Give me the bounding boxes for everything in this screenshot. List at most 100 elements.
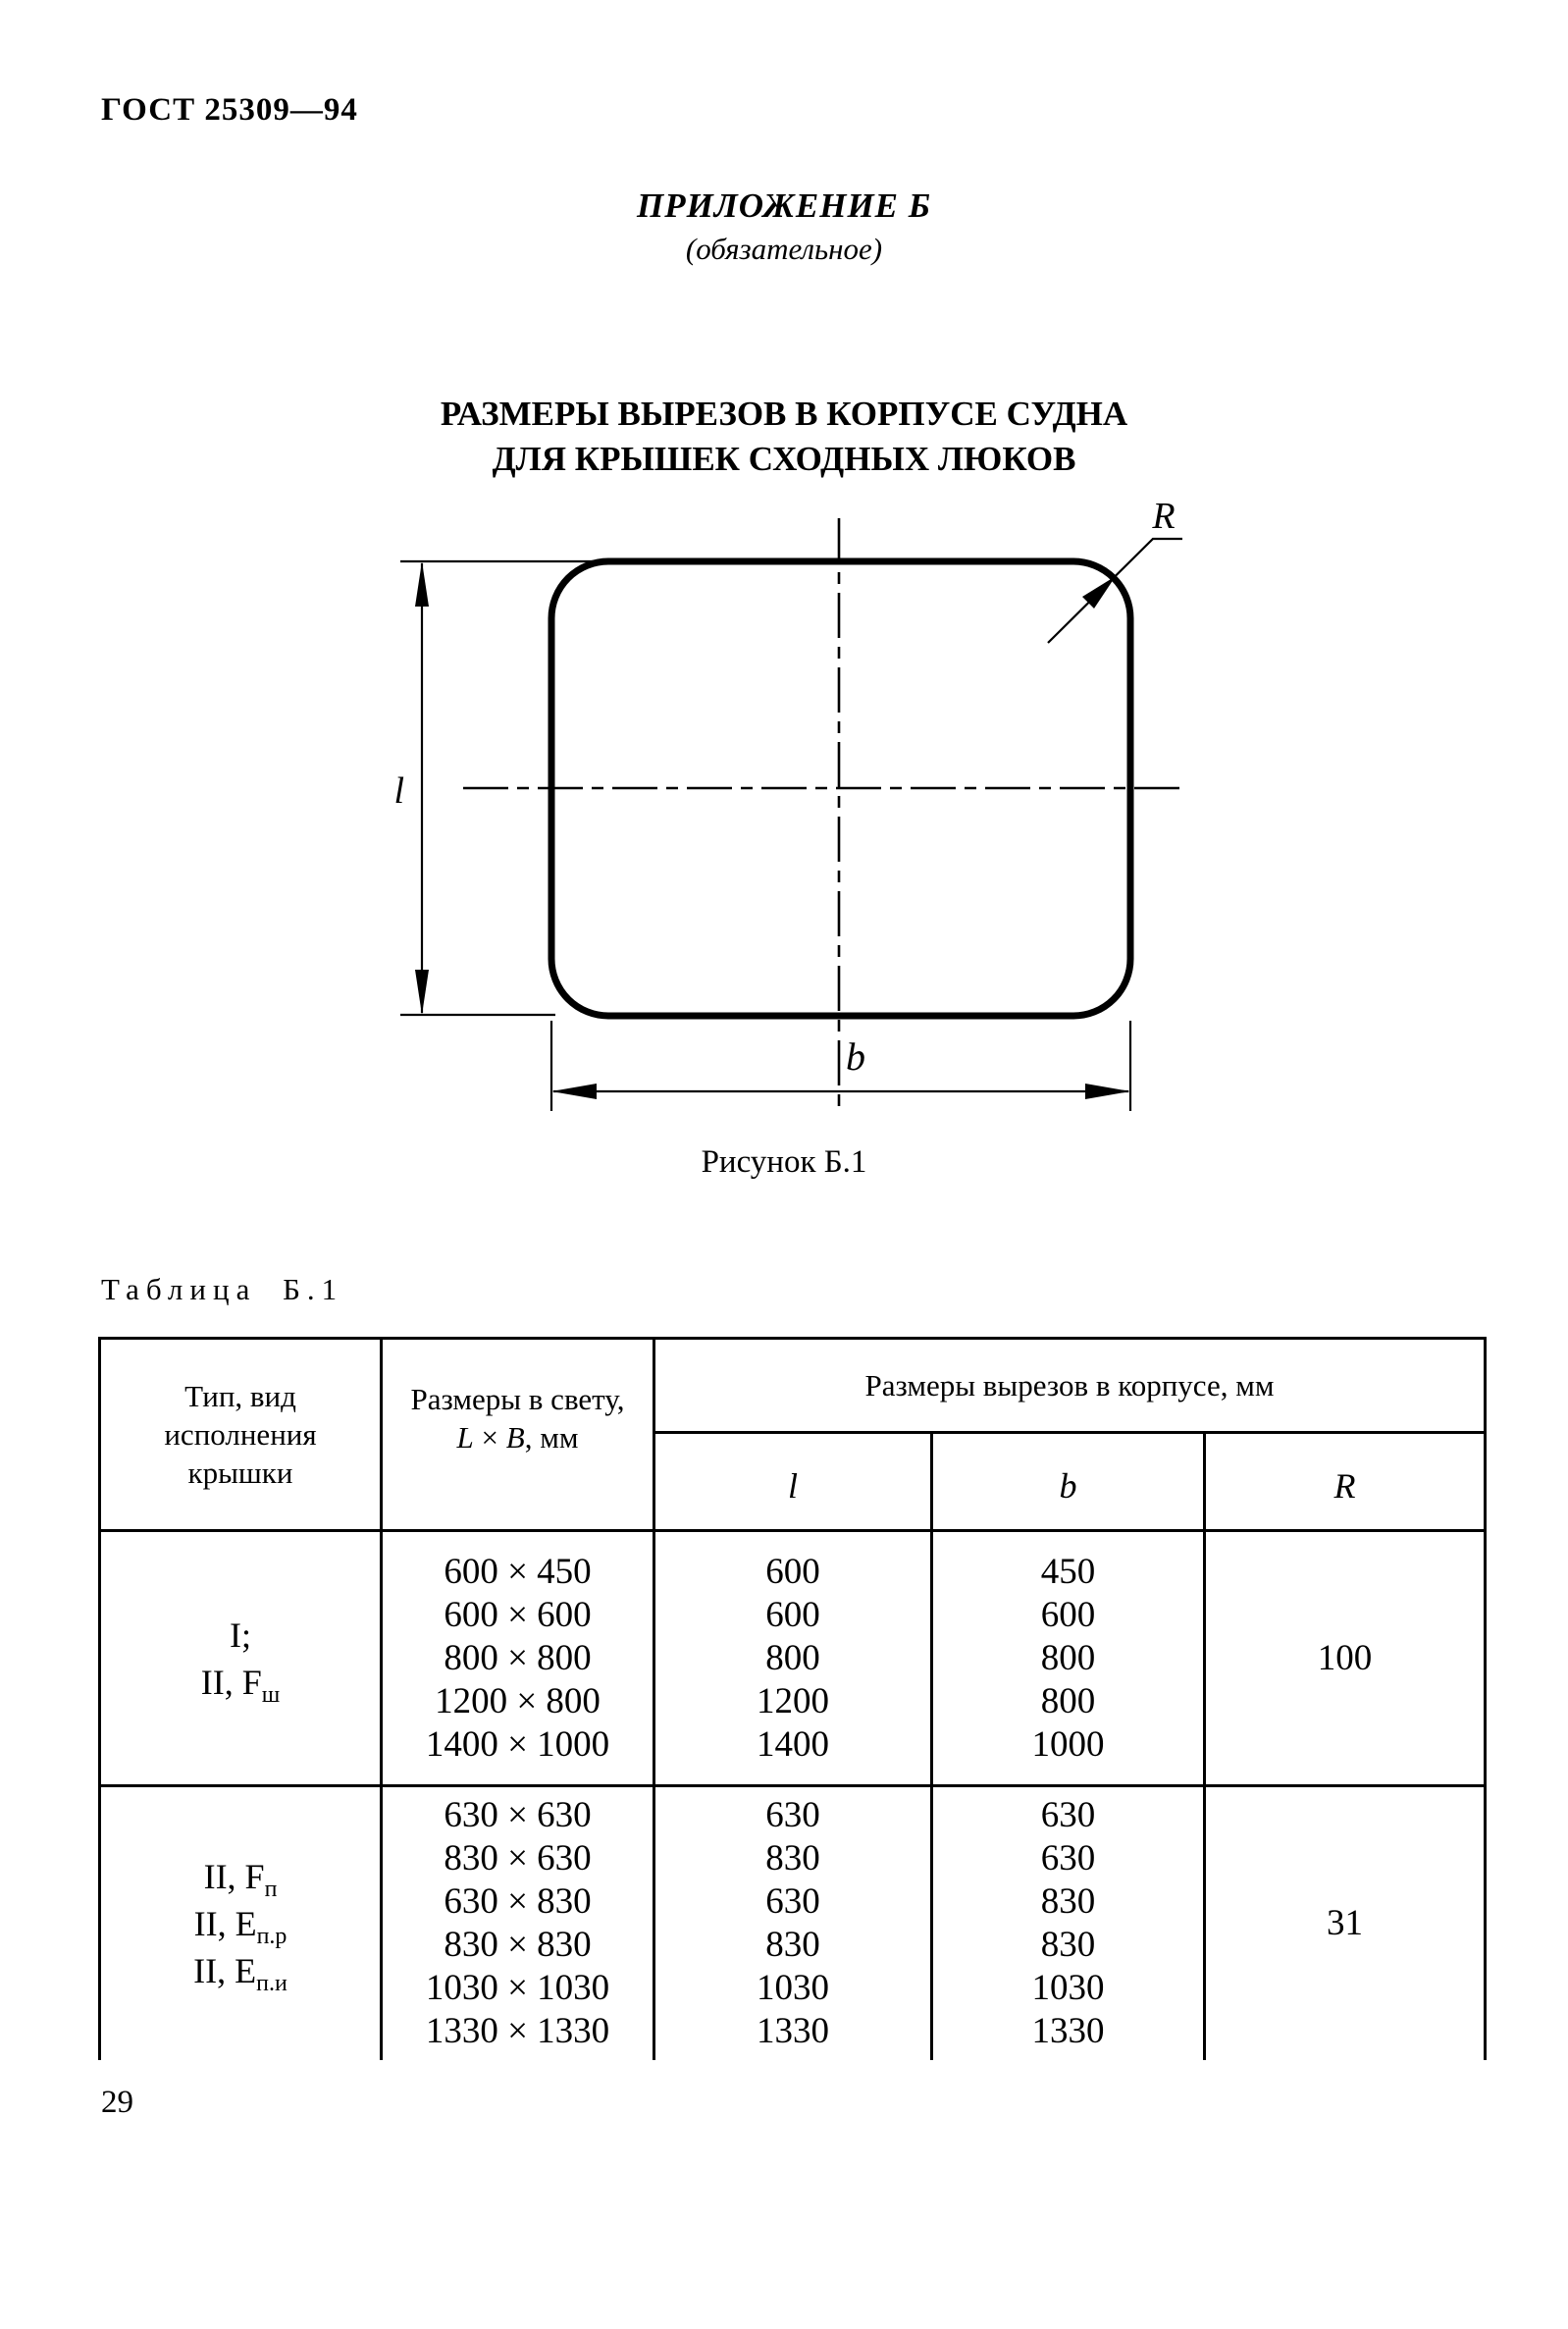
table-subheader-row: l b R: [655, 1434, 1484, 1529]
radius-leader-arrow: [1082, 576, 1116, 609]
table-section-row: II, Fп II, Еп.р II, Еп.и 630 × 630 830 × 630…: [101, 1787, 1484, 2060]
header-type-line: крышки: [187, 1456, 293, 1490]
type-line: II, Fш: [200, 1659, 281, 1708]
type-subscript: п.и: [256, 1971, 287, 1997]
size-value: 1330 × 1330: [425, 2011, 610, 2051]
height-dimension-arrow-down: [415, 970, 429, 1015]
radius-leader-line: [1047, 537, 1182, 644]
header-size-units: , мм: [524, 1419, 579, 1455]
width-dimension-arrow-right: [1085, 1084, 1130, 1099]
type-main: II, Е: [193, 1951, 257, 1990]
b-value: 630: [1040, 1795, 1096, 1835]
l-value: 1200: [757, 1680, 829, 1721]
type-main: II, F: [203, 1857, 265, 1896]
document-number: ГОСТ 25309—94: [101, 92, 358, 128]
size-value: 800 × 800: [444, 1637, 592, 1678]
l-value: 600: [765, 1551, 820, 1592]
appendix-subtitle: (обязательное): [685, 232, 883, 266]
size-value: 600 × 450: [444, 1551, 592, 1592]
subheader-cell-r: R: [1333, 1465, 1356, 1506]
size-value: 630 × 830: [444, 1881, 592, 1922]
header-size-line2: L × B, мм: [457, 1418, 579, 1456]
table-label: Таблица Б.1: [101, 1272, 344, 1306]
l-value: 1400: [757, 1723, 829, 1765]
r-cell: 31: [1206, 1787, 1484, 2060]
type-subscript: ш: [261, 1681, 281, 1708]
size-value: 1030 × 1030: [425, 1968, 610, 2008]
l-value: 830: [765, 1925, 820, 1965]
type-main: I;: [230, 1614, 251, 1655]
table-b1: Тип, вид исполнения крышки Размеры в све…: [98, 1337, 1487, 2060]
table-body: I; II, Fш 600 × 450 600 × 600 800 × 800 1200 …: [101, 1532, 1484, 2060]
header-cell-type: Тип, вид исполнения крышки: [101, 1340, 383, 1529]
header-size-B: B: [505, 1419, 525, 1455]
header-size-L: L: [456, 1419, 474, 1455]
table-section-row: I; II, Fш 600 × 450 600 × 600 800 × 800 1200 …: [101, 1532, 1484, 1787]
l-value: 1330: [757, 2011, 829, 2051]
b-value: 600: [1040, 1594, 1096, 1635]
size-value: 830 × 630: [444, 1838, 592, 1879]
type-subscript: п: [264, 1877, 278, 1903]
width-dimension-arrow-left: [551, 1084, 597, 1099]
size-value: 1200 × 800: [435, 1680, 601, 1721]
header-cell-clear-size: Размеры в свету, L × B, мм: [383, 1340, 655, 1529]
b-cell: 630 630 830 830 1030 1330: [933, 1787, 1206, 2060]
sizes-cell: 600 × 450 600 × 600 800 × 800 1200 × 800 140…: [383, 1532, 655, 1784]
height-dimension-arrow-up: [415, 561, 429, 607]
subheader-cell-b: b: [933, 1434, 1206, 1529]
size-value: 630 × 630: [444, 1795, 592, 1835]
type-line: II, Еп.р: [193, 1900, 287, 1950]
l-value: 600: [765, 1594, 820, 1635]
header-type-line: исполнения: [164, 1417, 317, 1452]
l-value: 830: [765, 1838, 820, 1879]
b-value: 1030: [1031, 1968, 1105, 2008]
b-value: 800: [1040, 1680, 1096, 1721]
b-cell: 450 600 800 800 1000: [933, 1532, 1206, 1784]
radius-label: R: [1151, 496, 1175, 537]
l-cell: 600 600 800 1200 1400: [655, 1532, 933, 1784]
type-main: II, Е: [193, 1904, 257, 1943]
l-value: 630: [765, 1795, 820, 1835]
sizes-cell: 630 × 630 830 × 630 630 × 830 830 × 830 1030…: [383, 1787, 655, 2060]
size-value: 830 × 830: [444, 1925, 592, 1965]
type-subscript: п.р: [256, 1924, 287, 1950]
b-value: 1000: [1031, 1723, 1105, 1765]
r-value: 31: [1327, 1903, 1363, 1943]
type-cell: I; II, Fш: [101, 1532, 383, 1784]
type-main: II, F: [200, 1662, 262, 1702]
header-size-times: ×: [481, 1419, 499, 1455]
b-value: 800: [1040, 1637, 1096, 1678]
l-value: 630: [765, 1881, 820, 1922]
width-dimension-label: b: [846, 1034, 865, 1079]
figure-b1-drawing: l b R: [393, 496, 1187, 1111]
header-size-line1: Размеры в свету,: [410, 1381, 625, 1416]
appendix-title: ПРИЛОЖЕНИЕ Б: [636, 186, 932, 225]
height-dimension-label: l: [393, 770, 404, 812]
subheader-cell-l: l: [655, 1434, 933, 1529]
table-header-row: Тип, вид исполнения крышки Размеры в све…: [101, 1340, 1484, 1532]
header-type-line: Тип, вид: [184, 1379, 296, 1413]
type-line: II, Fп: [203, 1853, 278, 1903]
l-cell: 630 830 630 830 1030 1330: [655, 1787, 933, 2060]
b-value: 1330: [1031, 2011, 1105, 2051]
type-line: II, Еп.и: [193, 1947, 287, 1997]
b-value: 830: [1040, 1881, 1096, 1922]
l-value: 1030: [757, 1968, 829, 2008]
l-value: 800: [765, 1637, 820, 1678]
page-number: 29: [101, 2085, 133, 2120]
section-heading-line1: РАЗМЕРЫ ВЫРЕЗОВ В КОРПУСЕ СУДНА: [440, 395, 1128, 433]
b-value: 830: [1040, 1925, 1096, 1965]
size-value: 600 × 600: [444, 1594, 592, 1635]
b-value: 450: [1040, 1551, 1096, 1592]
figure-caption: Рисунок Б.1: [701, 1144, 867, 1180]
size-value: 1400 × 1000: [425, 1723, 610, 1765]
header-cell-cutout-sizes: Размеры вырезов в корпусе, мм: [655, 1340, 1484, 1434]
type-line: I;: [230, 1612, 251, 1659]
r-value: 100: [1317, 1637, 1373, 1678]
header-group-column: Размеры вырезов в корпусе, мм l b R: [655, 1340, 1484, 1529]
b-value: 630: [1040, 1838, 1096, 1879]
section-heading-line2: ДЛЯ КРЫШЕК СХОДНЫХ ЛЮКОВ: [492, 440, 1076, 478]
r-cell: 100: [1206, 1532, 1484, 1784]
type-cell: II, Fп II, Еп.р II, Еп.и: [101, 1787, 383, 2060]
